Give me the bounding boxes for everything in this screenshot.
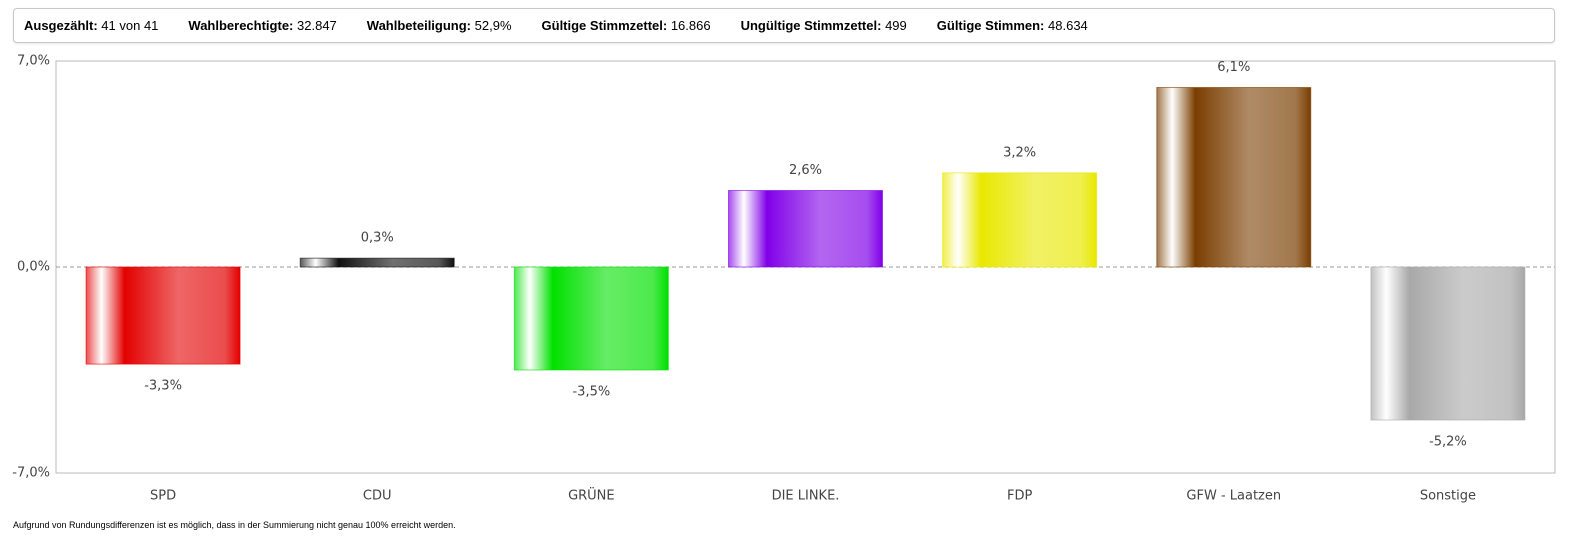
bar — [728, 189, 883, 268]
stat-label: Gültige Stimmen: — [936, 18, 1045, 33]
bar — [513, 266, 669, 371]
x-tick-label: GRÜNE — [568, 487, 615, 504]
bar — [1156, 86, 1312, 268]
bar — [299, 257, 455, 268]
x-tick-label: GFW - Laatzen — [1186, 489, 1281, 504]
x-tick-label: CDU — [363, 489, 392, 504]
bar — [85, 266, 241, 365]
stat-value: 32.847 — [297, 18, 337, 33]
stat-value: 48.634 — [1048, 18, 1088, 33]
data-label: -5,2% — [1429, 435, 1467, 450]
x-tick-label: DIE LINKE. — [772, 489, 840, 504]
stat: Wahlbeteiligung: 52,9% — [367, 18, 512, 33]
stat-label: Wahlbeteiligung: — [366, 18, 472, 33]
stat-label: Ungültige Stimmzettel: — [740, 18, 882, 33]
stats-bar: Ausgezählt: 41 von 41 Wahlberechtigte: 32… — [13, 8, 1555, 43]
stat-label: Gültige Stimmzettel: — [541, 18, 668, 33]
stat-value: 41 von 41 — [101, 18, 159, 33]
data-label: 6,1% — [1217, 60, 1250, 75]
footnote: Aufgrund von Rundungsdifferenzen ist es … — [13, 520, 456, 530]
data-label: -3,3% — [144, 379, 182, 394]
stat: Ausgezählt: 41 von 41 — [24, 18, 158, 33]
data-label: -3,5% — [572, 385, 610, 400]
bar — [942, 172, 1098, 268]
y-tick-label: 0,0% — [17, 260, 50, 275]
stat-label: Ausgezählt: — [24, 18, 98, 33]
data-label: 0,3% — [361, 231, 394, 246]
stat-value: 16.866 — [670, 18, 711, 33]
y-tick-label: 7,0% — [17, 54, 50, 69]
x-tick-label: SPD — [150, 489, 176, 504]
stat: Ungültige Stimmzettel: 499 — [741, 18, 907, 33]
stat: Gültige Stimmzettel: 16.866 — [542, 18, 711, 33]
data-label: 2,6% — [789, 163, 822, 178]
stat-value: 499 — [885, 18, 907, 33]
stat: Gültige Stimmen: 48.634 — [937, 18, 1088, 33]
x-tick-label: FDP — [1007, 489, 1032, 504]
stat-label: Wahlberechtigte: — [188, 18, 294, 33]
stat: Wahlberechtigte: 32.847 — [188, 18, 336, 33]
data-label: 3,2% — [1003, 145, 1036, 160]
y-tick-label: -7,0% — [12, 466, 50, 481]
bar — [1370, 266, 1526, 421]
x-tick-label: Sonstige — [1420, 489, 1476, 504]
stat-value: 52,9% — [474, 18, 512, 33]
